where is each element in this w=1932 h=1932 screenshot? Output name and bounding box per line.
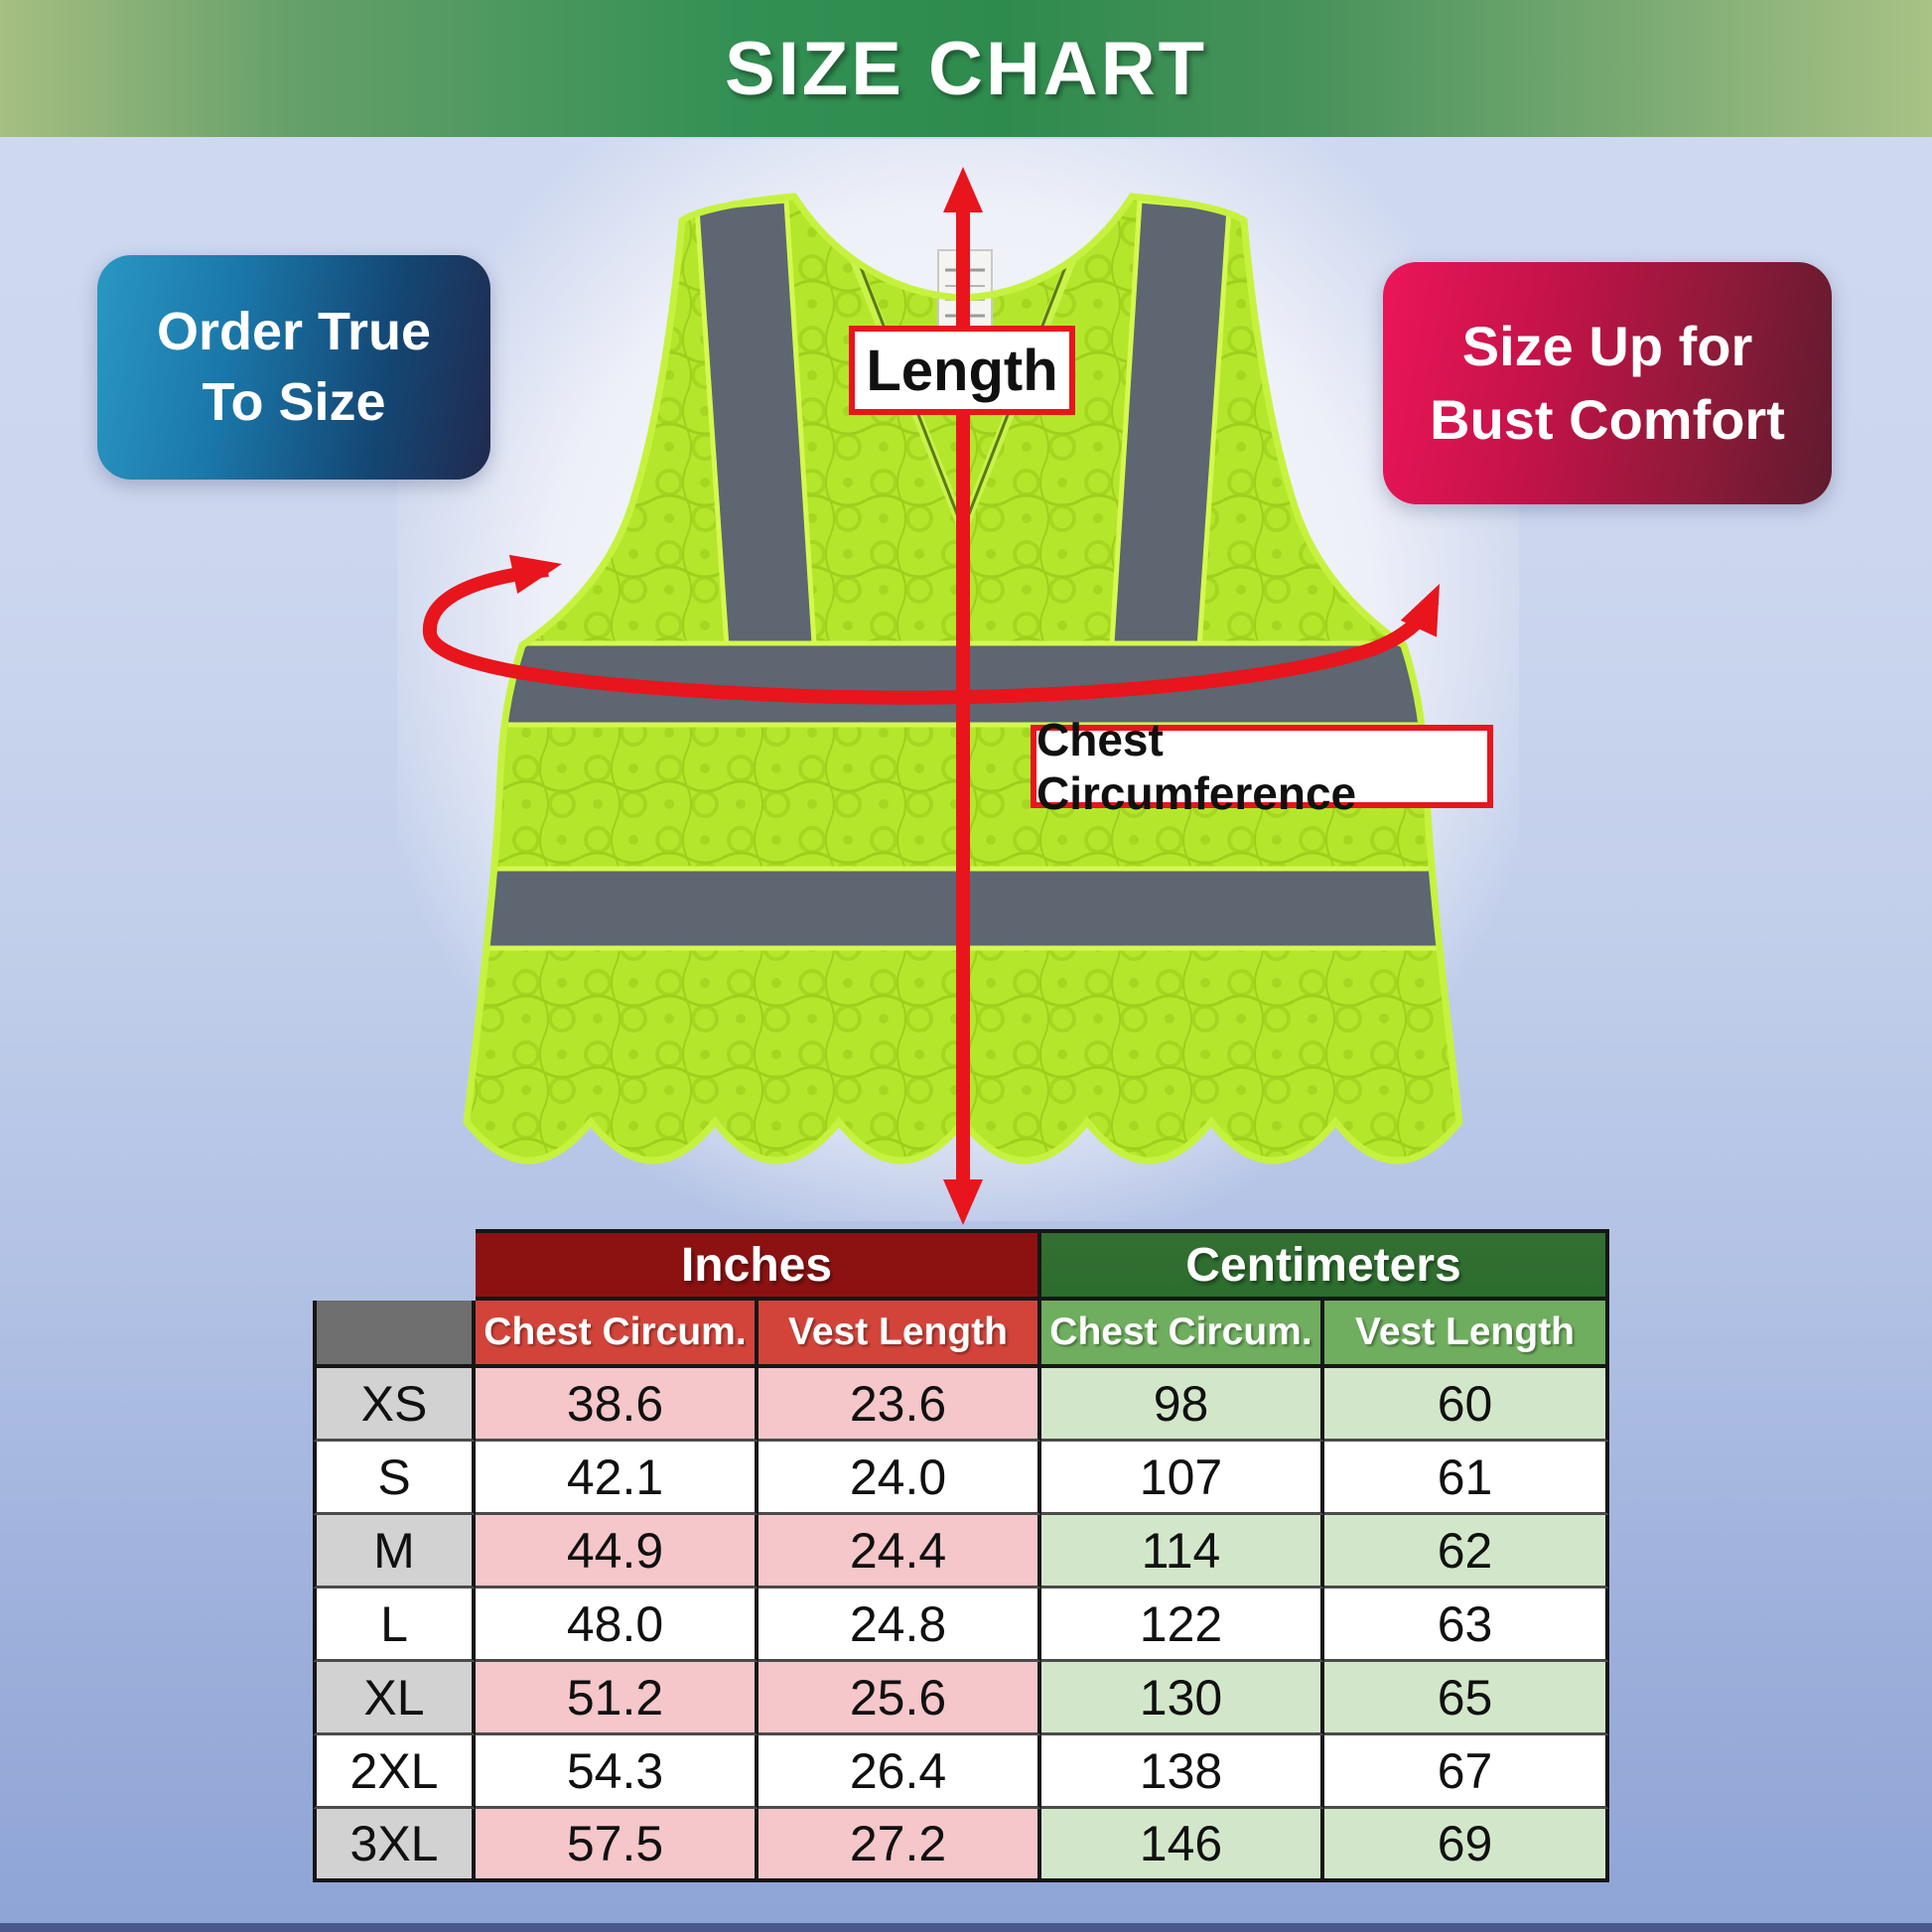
value-cell: 48.0: [476, 1588, 759, 1662]
value-cell: 114: [1041, 1515, 1324, 1588]
value-cell: 57.5: [476, 1809, 759, 1882]
value-cell: 54.3: [476, 1735, 759, 1809]
chest-label-text: Chest Circumference: [1036, 714, 1357, 819]
value-cell: 138: [1041, 1735, 1324, 1809]
value-cell: 24.8: [759, 1588, 1041, 1662]
value-cell: 25.6: [759, 1662, 1041, 1735]
length-label-text: Length: [866, 338, 1058, 403]
unit-group-header-centimeters: Centimeters: [1041, 1229, 1609, 1301]
size-cell: S: [313, 1442, 476, 1515]
size-up-for-bust-comfort-badge: Size Up for Bust Comfort: [1383, 262, 1832, 504]
value-cell: 62: [1324, 1515, 1609, 1588]
value-cell: 60: [1324, 1368, 1609, 1442]
value-cell: 26.4: [759, 1735, 1041, 1809]
size-column-header: [313, 1301, 476, 1368]
value-cell: 98: [1041, 1368, 1324, 1442]
chest-circumference-label: Chest Circumference: [1031, 714, 1493, 819]
value-cell: 107: [1041, 1442, 1324, 1515]
value-cell: 67: [1324, 1735, 1609, 1809]
value-cell: 122: [1041, 1588, 1324, 1662]
length-label: Length: [849, 326, 1075, 415]
value-cell: 130: [1041, 1662, 1324, 1735]
value-cell: 38.6: [476, 1368, 759, 1442]
value-cell: 61: [1324, 1442, 1609, 1515]
size-table: Inches Centimeters Chest Circum. Vest Le…: [313, 1229, 1609, 1882]
unit-group-header-inches: Inches: [476, 1229, 1041, 1301]
value-cell: 24.0: [759, 1442, 1041, 1515]
header-banner: SIZE CHART: [0, 0, 1932, 137]
size-cell: L: [313, 1588, 476, 1662]
order-true-to-size-badge: Order True To Size: [97, 255, 490, 480]
size-cell: XL: [313, 1662, 476, 1735]
badge-line: Bust Comfort: [1430, 388, 1785, 451]
value-cell: 51.2: [476, 1662, 759, 1735]
value-cell: 27.2: [759, 1809, 1041, 1882]
size-cell: XS: [313, 1368, 476, 1442]
size-cell: 3XL: [313, 1809, 476, 1882]
badge-line: Order True: [156, 301, 432, 361]
value-cell: 44.9: [476, 1515, 759, 1588]
column-header-chest-in: Chest Circum.: [476, 1301, 759, 1368]
column-header-length-in: Vest Length: [759, 1301, 1041, 1368]
column-header-chest-cm: Chest Circum.: [1041, 1301, 1324, 1368]
value-cell: 65: [1324, 1662, 1609, 1735]
size-cell: M: [313, 1515, 476, 1588]
value-cell: 42.1: [476, 1442, 759, 1515]
value-cell: 24.4: [759, 1515, 1041, 1588]
size-cell: 2XL: [313, 1735, 476, 1809]
badge-line: To Size: [202, 372, 386, 432]
column-header-length-cm: Vest Length: [1324, 1301, 1609, 1368]
bottom-border-strip: [0, 1923, 1932, 1932]
page-title: SIZE CHART: [725, 26, 1207, 111]
badge-line: Size Up for: [1461, 315, 1753, 378]
value-cell: 146: [1041, 1809, 1324, 1882]
value-cell: 69: [1324, 1809, 1609, 1882]
value-cell: 63: [1324, 1588, 1609, 1662]
table-corner-empty: [313, 1229, 476, 1301]
value-cell: 23.6: [759, 1368, 1041, 1442]
